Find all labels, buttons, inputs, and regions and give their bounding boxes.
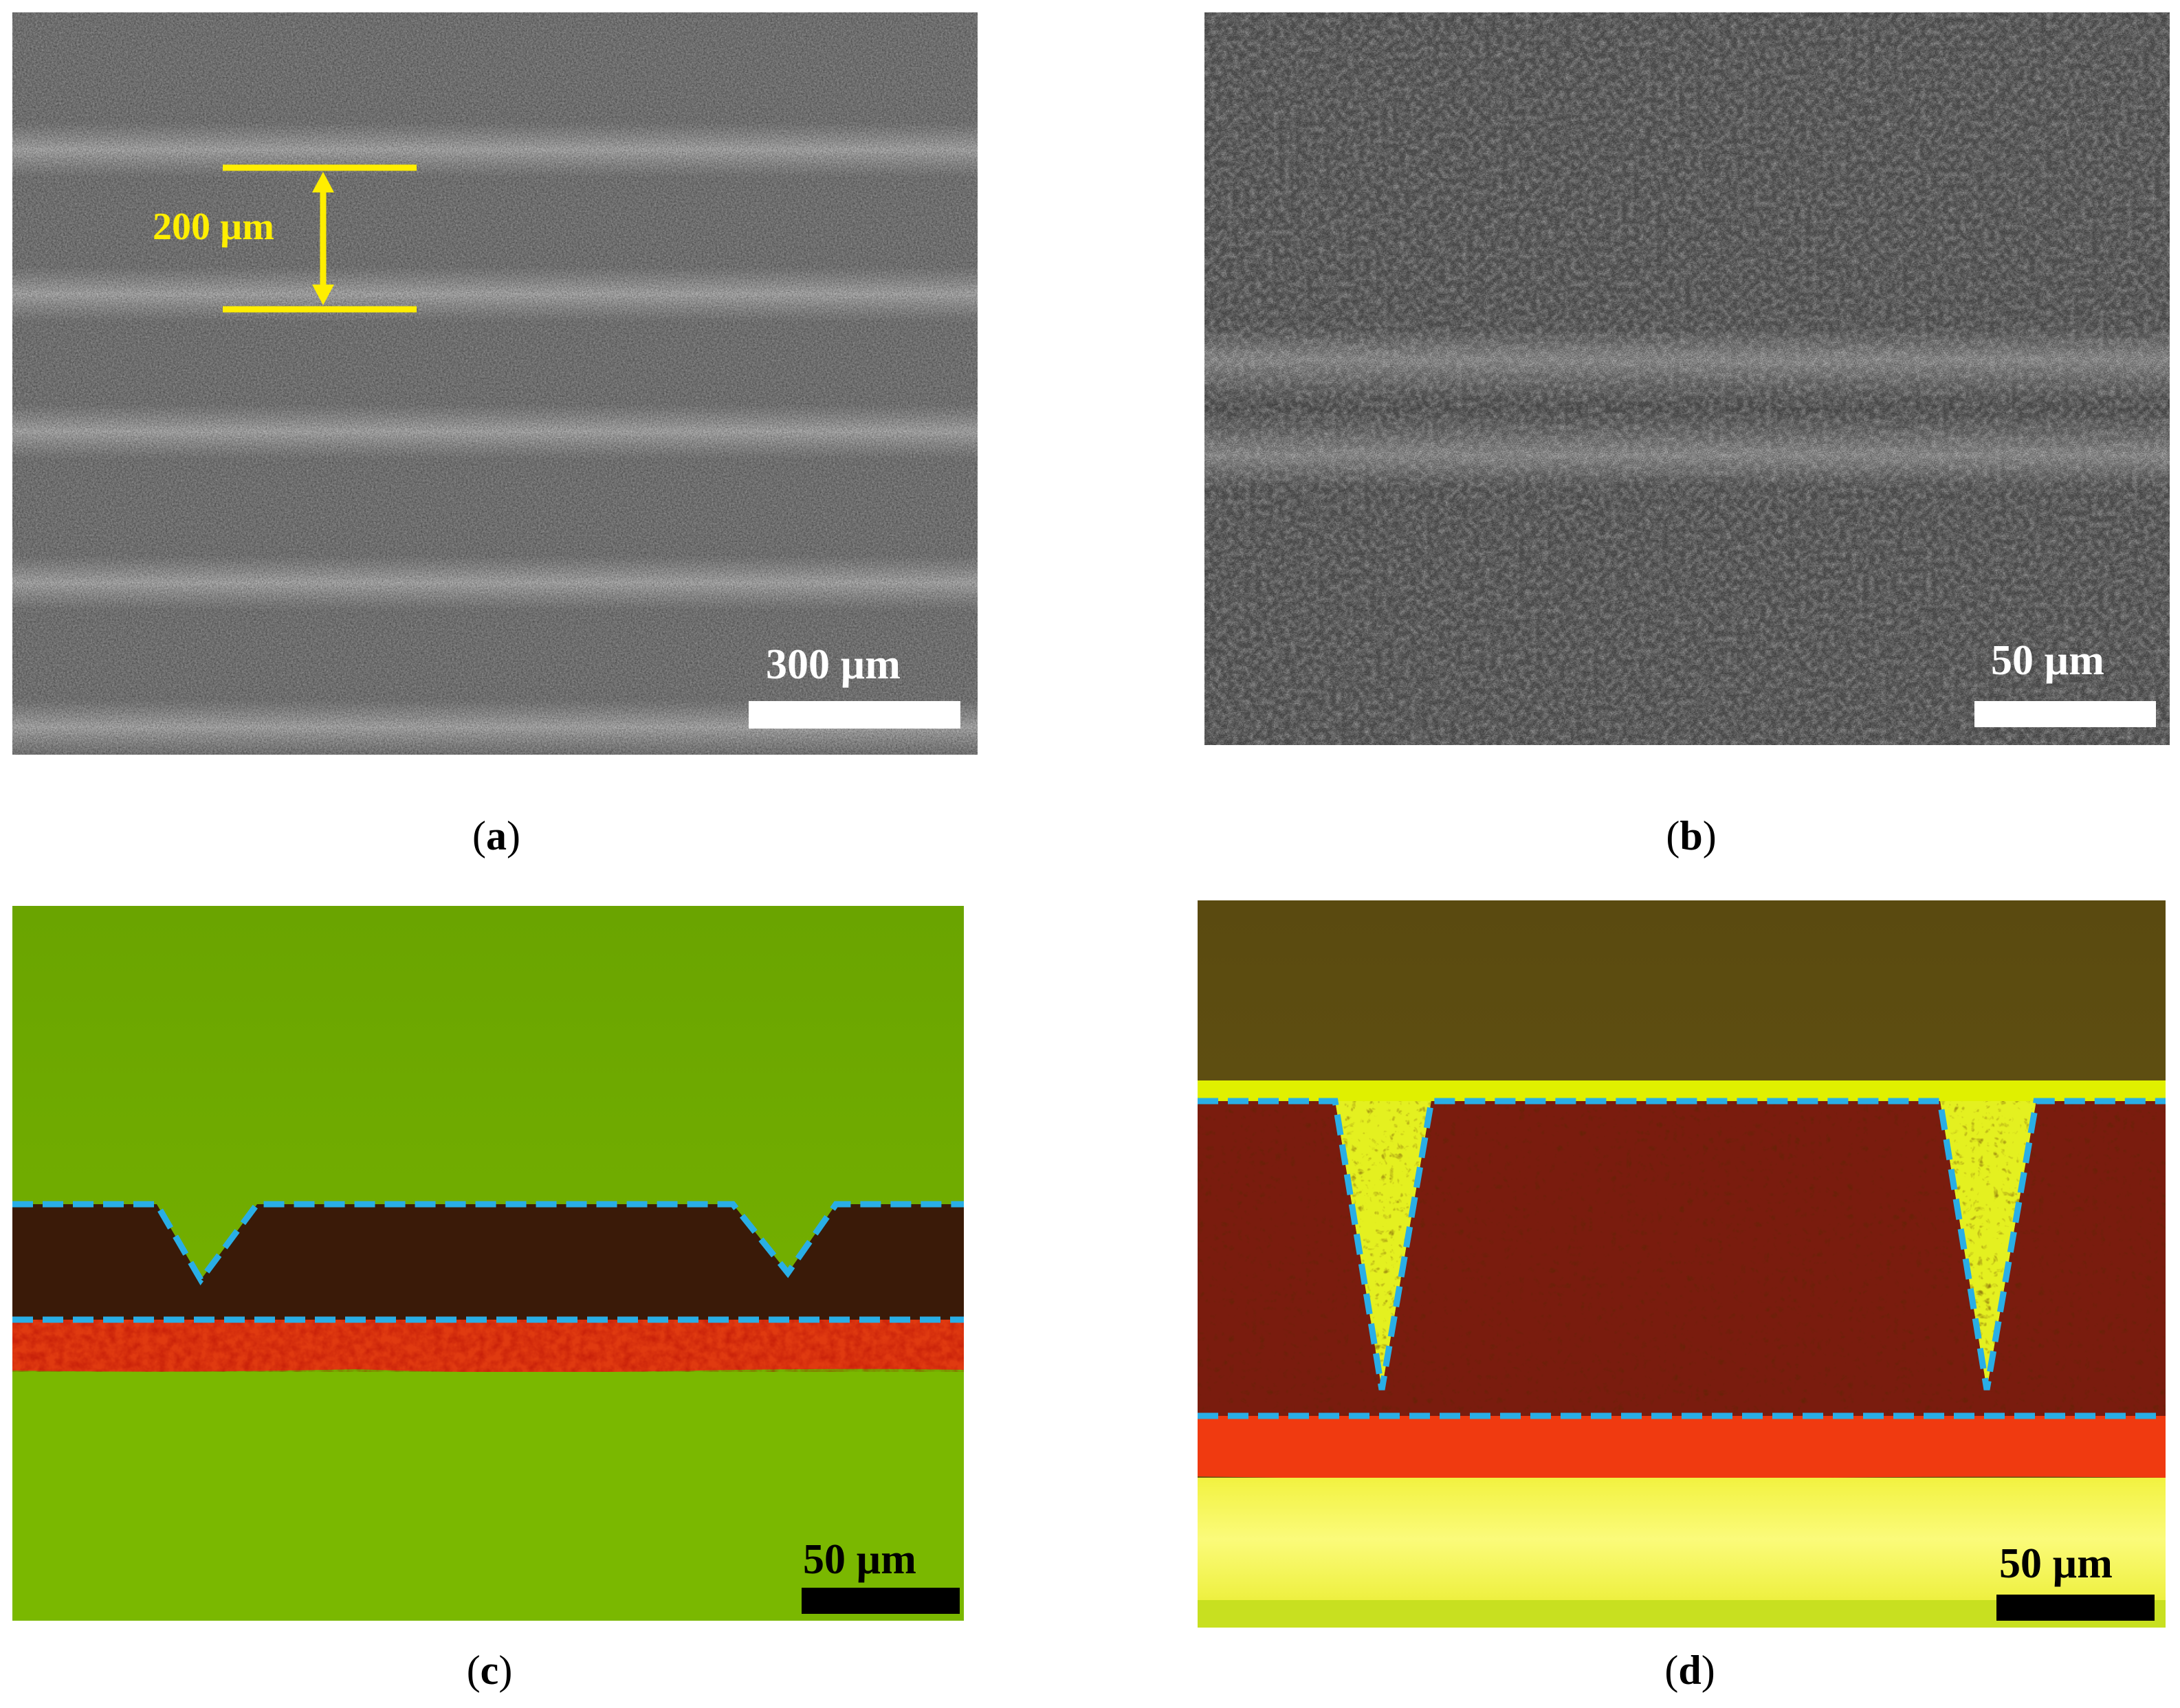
- scale-bar: [749, 701, 960, 729]
- caption-b: (b): [1666, 813, 1717, 858]
- panel-c-fluorescence-image: 50 µm: [12, 906, 964, 1621]
- coating-layer: [12, 1204, 964, 1320]
- scale-bar-label: 300 µm: [766, 641, 901, 688]
- scale-bar: [1974, 701, 2156, 727]
- coating-surface-outline: [12, 1201, 964, 1286]
- scale-bar: [1996, 1595, 2155, 1621]
- panel-d-fluorescence-image: 50 µm: [1198, 900, 2166, 1628]
- groove-fill: [1940, 1101, 2036, 1390]
- caption-d: (d): [1664, 1648, 1715, 1693]
- dimension-label: 200 µm: [153, 206, 274, 248]
- coating-surface-outline: [1198, 1098, 2166, 1390]
- panel-b-sem-image: 50 µm: [1204, 12, 2170, 745]
- caption-c: (c): [466, 1648, 513, 1693]
- scale-bar-label: 50 µm: [1999, 1540, 2113, 1587]
- dimension-annotation: [223, 164, 417, 313]
- scale-bar: [802, 1588, 960, 1614]
- caption-a: (a): [472, 813, 520, 858]
- substrate-layer: [1198, 1416, 2166, 1480]
- scale-bar-label: 50 µm: [803, 1536, 916, 1583]
- scale-bar-label: 50 µm: [1991, 637, 2104, 684]
- groove-fill: [1335, 1101, 1431, 1390]
- panel-a-sem-image: 200 µm 300 µm: [12, 12, 978, 755]
